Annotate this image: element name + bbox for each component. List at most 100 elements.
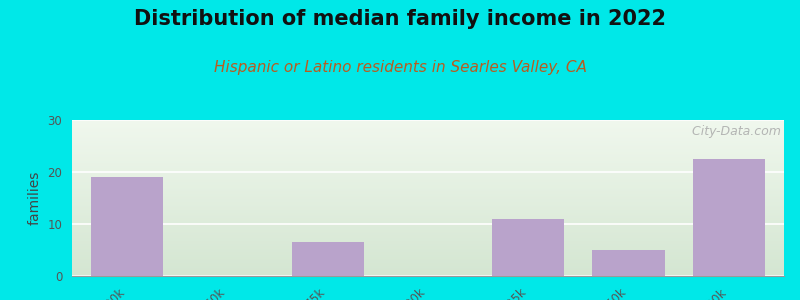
Bar [72,155,784,156]
Bar [72,182,784,183]
Bar [593,250,665,276]
Bar [72,220,784,221]
Bar [72,142,784,143]
Bar [72,175,784,176]
Bar [72,185,784,186]
Bar [72,180,784,181]
Bar [72,173,784,174]
Bar [72,199,784,200]
Bar [72,224,784,225]
Bar [72,235,784,236]
Bar [72,143,784,144]
Bar [72,231,784,232]
Bar [72,223,784,224]
Bar [72,132,784,133]
Bar [72,130,784,131]
Bar [72,135,784,136]
Bar [72,262,784,263]
Bar [72,156,784,157]
Bar [72,131,784,132]
Bar [72,159,784,160]
Bar [72,174,784,175]
Bar [72,197,784,198]
Bar [72,259,784,260]
Bar [72,153,784,154]
Bar [72,145,784,146]
Bar [72,147,784,148]
Bar [72,200,784,201]
Bar [72,248,784,249]
Bar [72,169,784,170]
Bar [72,209,784,210]
Bar [72,216,784,217]
Bar [72,219,784,220]
Bar [72,206,784,207]
Bar [72,203,784,204]
Bar [72,257,784,258]
Bar [72,192,784,193]
Bar [72,195,784,196]
Bar [72,121,784,122]
Bar [72,194,784,195]
Bar [72,165,784,166]
Bar [72,157,784,158]
Bar [72,126,784,127]
Bar [72,253,784,254]
Bar [72,215,784,216]
Bar [72,267,784,268]
Bar [72,245,784,246]
Bar [72,205,784,206]
Bar [72,179,784,180]
Bar [72,163,784,164]
Bar [72,234,784,235]
Bar [72,213,784,214]
Bar [72,150,784,151]
Bar [72,258,784,259]
Bar [72,217,784,218]
Bar [72,124,784,125]
Bar [72,176,784,177]
Bar [72,160,784,161]
Bar [72,133,784,134]
Bar [72,183,784,184]
Bar [72,214,784,215]
Bar [72,268,784,269]
Bar [72,252,784,253]
Bar [492,219,564,276]
Bar [72,193,784,194]
Bar [693,159,765,276]
Bar [72,140,784,141]
Bar [72,238,784,239]
Bar [72,244,784,245]
Bar [72,249,784,250]
Bar [72,265,784,266]
Bar [72,227,784,228]
Bar [72,167,784,168]
Bar [72,139,784,140]
Bar [72,241,784,242]
Text: Distribution of median family income in 2022: Distribution of median family income in … [134,9,666,29]
Y-axis label: families: families [28,171,42,225]
Bar [72,260,784,261]
Bar [72,134,784,135]
Bar [72,272,784,273]
Bar [72,250,784,251]
Bar [72,255,784,256]
Bar [72,221,784,222]
Bar [72,181,784,182]
Bar [72,125,784,126]
Bar [72,243,784,244]
Bar [72,146,784,147]
Bar [72,212,784,213]
Bar [72,273,784,274]
Bar [72,141,784,142]
Bar [72,186,784,187]
Bar [72,189,784,190]
Bar [72,184,784,185]
Bar [72,123,784,124]
Bar [72,120,784,121]
Bar [72,261,784,262]
Bar [72,191,784,192]
Bar [72,202,784,203]
Bar [72,274,784,275]
